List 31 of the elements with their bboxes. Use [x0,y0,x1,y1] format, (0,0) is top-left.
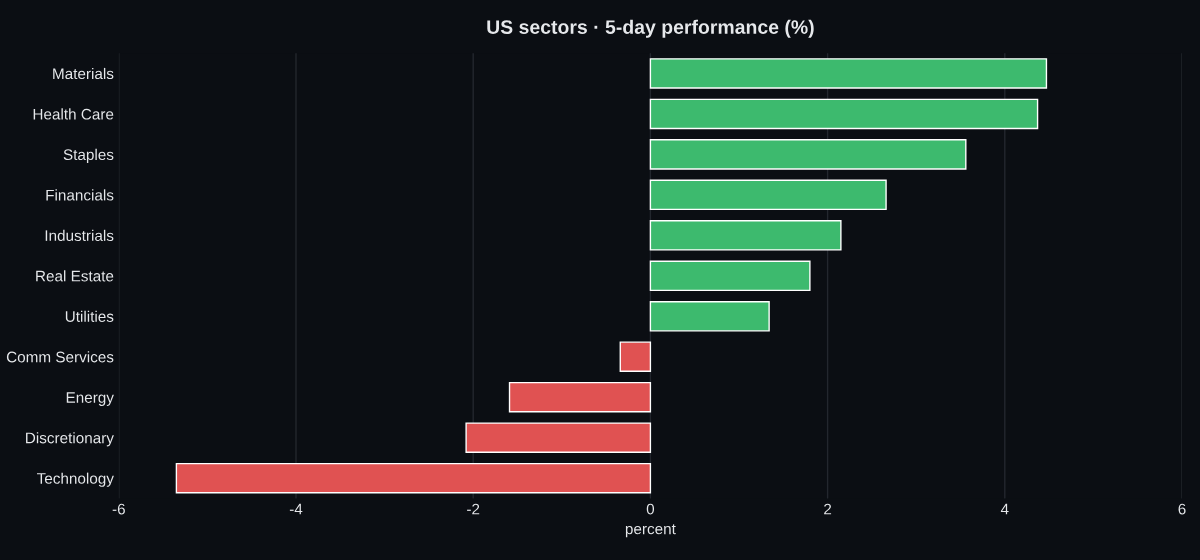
y-tick-label: Comm Services [6,351,114,363]
bar [649,220,842,251]
x-tick-label: -6 [112,503,125,515]
x-tick-label: -4 [289,503,303,515]
bar [619,341,652,373]
bar [649,139,967,170]
y-tick-label: Materials [53,67,114,80]
bar [649,58,1048,89]
chart-title: US sectors · 5-day performance (%) [487,19,814,38]
y-tick-label: Real Estate [36,270,114,282]
x-tick-label: 0 [646,503,655,515]
x-tick-label: 6 [1178,503,1186,515]
y-tick-label: Health Care [33,108,114,120]
y-tick-label: Discretionary [26,432,114,447]
bar [649,179,887,211]
y-tick-label: Technology [37,472,114,487]
bar [175,462,652,494]
bar [508,381,652,413]
y-tick-label: Utilities [65,310,114,322]
x-tick-label: -2 [467,503,480,515]
y-tick-label: Energy [66,392,114,406]
bar [649,98,1039,130]
x-tick-label: 4 [1000,503,1009,515]
bar [465,422,652,453]
y-tick-label: Financials [46,189,114,201]
bar [649,260,811,292]
x-tick-label: 2 [824,503,832,515]
x-axis-title: percent [625,524,676,538]
y-tick-label: Industrials [45,229,114,242]
bar [649,301,770,332]
y-tick-label: Staples [63,148,114,164]
